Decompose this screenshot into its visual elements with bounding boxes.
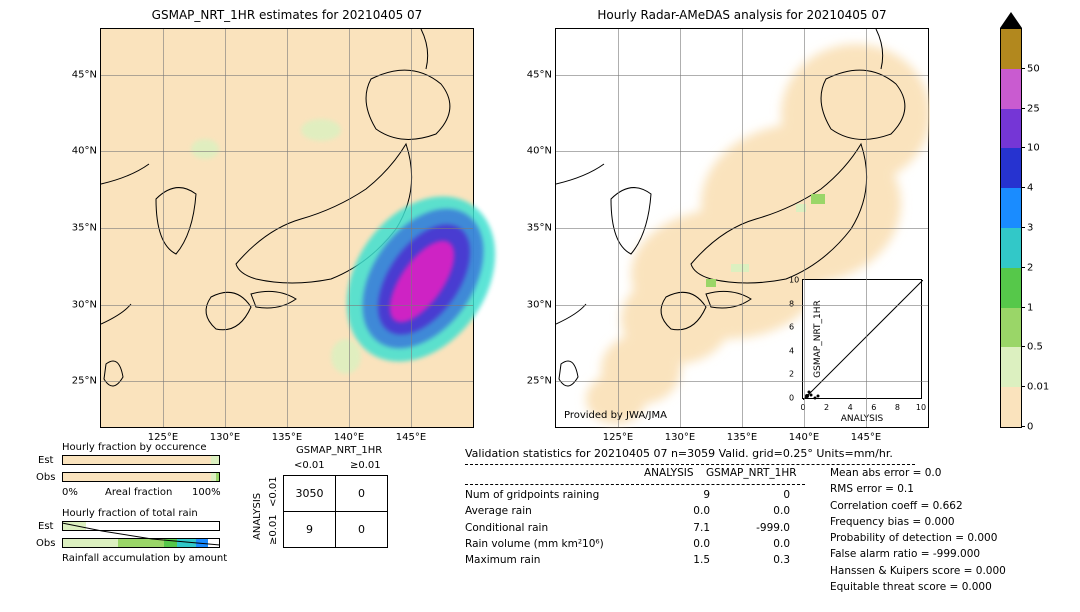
rain-title: Hourly fraction of total rain bbox=[62, 508, 198, 519]
rain-trend-line bbox=[62, 521, 220, 548]
validation-stats: Mean abs error = 0.0RMS error = 0.1Corre… bbox=[830, 465, 1050, 595]
ct-01: 0 bbox=[336, 476, 388, 512]
occ-est-bar bbox=[62, 455, 220, 465]
cont-rowheader: ANALYSIS bbox=[252, 493, 263, 540]
occ-axis-label: Areal fraction bbox=[105, 487, 172, 498]
colorbar-top-triangle bbox=[999, 12, 1023, 28]
occ-obs-bar bbox=[62, 472, 220, 482]
validation-rows: Num of gridpoints raining90Average rain0… bbox=[465, 487, 815, 568]
attribution: Provided by JWA/JMA bbox=[564, 410, 667, 421]
cont-r1: ≥0.01 bbox=[268, 514, 279, 545]
rain-obs-label: Obs bbox=[36, 538, 55, 549]
right-map: Provided by JWA/JMA 00224466881010ANALYS… bbox=[555, 28, 929, 428]
left-map: 125°E130°E135°E140°E145°E25°N30°N35°N40°… bbox=[100, 28, 474, 428]
cont-colheader: GSMAP_NRT_1HR bbox=[296, 445, 382, 456]
valid-colh-b: GSMAP_NRT_1HR bbox=[706, 465, 797, 481]
contingency-table: 30500 90 bbox=[283, 475, 388, 548]
occ-title: Hourly fraction by occurence bbox=[62, 442, 206, 453]
valid-colh-a: ANALYSIS bbox=[644, 465, 694, 481]
occ-axis-left: 0% bbox=[62, 487, 78, 498]
rain-patch-2 bbox=[301, 119, 341, 141]
cont-r0: <0.01 bbox=[268, 476, 279, 507]
colorbar: 00.010.51234102550 bbox=[1000, 28, 1022, 428]
ct-11: 0 bbox=[336, 512, 388, 548]
validation-title: Validation statistics for 20210405 07 n=… bbox=[465, 445, 893, 462]
rain-footer: Rainfall accumulation by amount bbox=[62, 553, 227, 564]
occ-obs-label: Obs bbox=[36, 472, 55, 483]
rain-patch-1 bbox=[191, 139, 219, 159]
occ-axis-right: 100% bbox=[192, 487, 221, 498]
cont-c1: ≥0.01 bbox=[350, 460, 381, 471]
cont-c0: <0.01 bbox=[294, 460, 325, 471]
radar-rain bbox=[706, 194, 825, 287]
left-map-title: GSMAP_NRT_1HR estimates for 20210405 07 bbox=[100, 8, 474, 22]
right-map-title: Hourly Radar-AMeDAS analysis for 2021040… bbox=[555, 8, 929, 22]
sep-2 bbox=[465, 484, 805, 485]
ct-10: 9 bbox=[284, 512, 336, 548]
ct-00: 3050 bbox=[284, 476, 336, 512]
occ-est-label: Est bbox=[38, 455, 53, 466]
rain-patch-3 bbox=[331, 339, 361, 374]
rain-est-label: Est bbox=[38, 521, 53, 532]
